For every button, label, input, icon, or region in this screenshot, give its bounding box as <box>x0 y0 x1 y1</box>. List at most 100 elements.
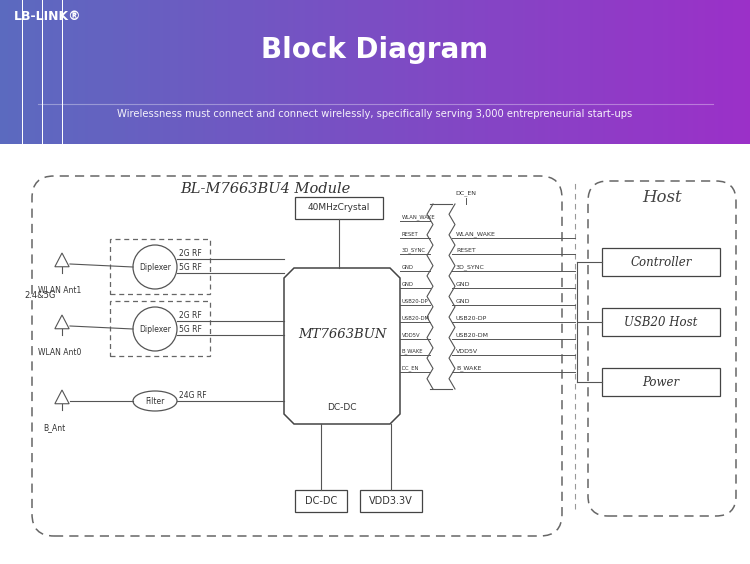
Text: VDD3.3V: VDD3.3V <box>369 496 413 506</box>
Bar <box>515 0 517 144</box>
Bar <box>455 0 458 144</box>
FancyBboxPatch shape <box>602 248 720 276</box>
Bar <box>285 0 287 144</box>
Bar <box>650 0 652 144</box>
Bar <box>268 0 270 144</box>
Bar <box>535 0 538 144</box>
Bar <box>295 0 298 144</box>
Bar <box>47 0 50 144</box>
Text: 2G RF: 2G RF <box>179 311 202 320</box>
Polygon shape <box>284 268 400 424</box>
Bar <box>335 0 338 144</box>
Bar <box>80 0 82 144</box>
Bar <box>287 0 290 144</box>
Bar <box>8 0 10 144</box>
Bar <box>613 0 615 144</box>
Bar <box>690 0 692 144</box>
Bar <box>668 0 670 144</box>
Bar <box>32 0 35 144</box>
Bar <box>662 0 665 144</box>
Bar <box>325 0 328 144</box>
Bar <box>370 0 373 144</box>
Bar <box>725 0 728 144</box>
Bar <box>592 0 595 144</box>
FancyBboxPatch shape <box>316 398 368 416</box>
Bar <box>240 0 242 144</box>
Bar <box>50 0 52 144</box>
Bar <box>398 0 400 144</box>
Bar <box>660 0 662 144</box>
Bar <box>257 0 260 144</box>
Bar <box>508 0 510 144</box>
Bar <box>472 0 475 144</box>
Bar <box>540 0 542 144</box>
Bar <box>352 0 355 144</box>
Bar <box>90 0 92 144</box>
Bar <box>65 0 68 144</box>
Bar <box>25 0 28 144</box>
Text: Diplexer: Diplexer <box>139 324 171 333</box>
Bar <box>405 0 407 144</box>
Bar <box>20 0 22 144</box>
Bar <box>75 0 77 144</box>
Bar <box>628 0 630 144</box>
Bar <box>698 0 700 144</box>
Bar <box>208 0 210 144</box>
Text: DC_EN: DC_EN <box>455 190 476 196</box>
Bar <box>388 0 390 144</box>
Bar <box>538 0 540 144</box>
Bar <box>175 0 178 144</box>
Bar <box>523 0 525 144</box>
Bar <box>600 0 602 144</box>
Text: B_Ant: B_Ant <box>43 423 65 432</box>
Bar <box>480 0 482 144</box>
Bar <box>373 0 375 144</box>
Bar <box>107 0 110 144</box>
Bar <box>427 0 430 144</box>
Bar <box>308 0 310 144</box>
Bar <box>553 0 555 144</box>
Bar <box>482 0 485 144</box>
Bar <box>68 0 70 144</box>
Bar <box>60 0 62 144</box>
Bar <box>148 0 150 144</box>
Bar <box>730 0 733 144</box>
Bar <box>568 0 570 144</box>
Bar <box>602 0 605 144</box>
Text: B_WAKE: B_WAKE <box>456 365 482 371</box>
Bar <box>532 0 535 144</box>
Bar <box>95 0 98 144</box>
Bar <box>575 0 578 144</box>
Text: Host: Host <box>642 189 682 206</box>
Text: VDD5V: VDD5V <box>402 333 421 337</box>
Bar <box>630 0 632 144</box>
Bar <box>485 0 488 144</box>
Bar <box>120 0 122 144</box>
Bar <box>92 0 95 144</box>
Text: 5G RF: 5G RF <box>179 263 202 272</box>
Bar <box>578 0 580 144</box>
Text: MT7663BUN: MT7663BUN <box>298 328 386 341</box>
FancyBboxPatch shape <box>602 368 720 396</box>
Bar <box>587 0 590 144</box>
Bar <box>38 0 40 144</box>
Bar <box>53 0 55 144</box>
Bar <box>635 0 638 144</box>
Bar <box>235 0 238 144</box>
Text: RESET: RESET <box>402 232 418 237</box>
Bar <box>748 0 750 144</box>
Bar <box>707 0 710 144</box>
Text: 2G RF: 2G RF <box>179 249 202 258</box>
Text: USB20-DM: USB20-DM <box>402 316 430 321</box>
Bar <box>490 0 493 144</box>
Bar <box>572 0 575 144</box>
Bar <box>355 0 358 144</box>
Bar <box>710 0 712 144</box>
Bar <box>673 0 675 144</box>
Bar <box>720 0 722 144</box>
Bar <box>712 0 715 144</box>
Bar <box>115 0 118 144</box>
Bar <box>88 0 90 144</box>
Text: Filter: Filter <box>146 396 165 406</box>
Bar <box>395 0 398 144</box>
